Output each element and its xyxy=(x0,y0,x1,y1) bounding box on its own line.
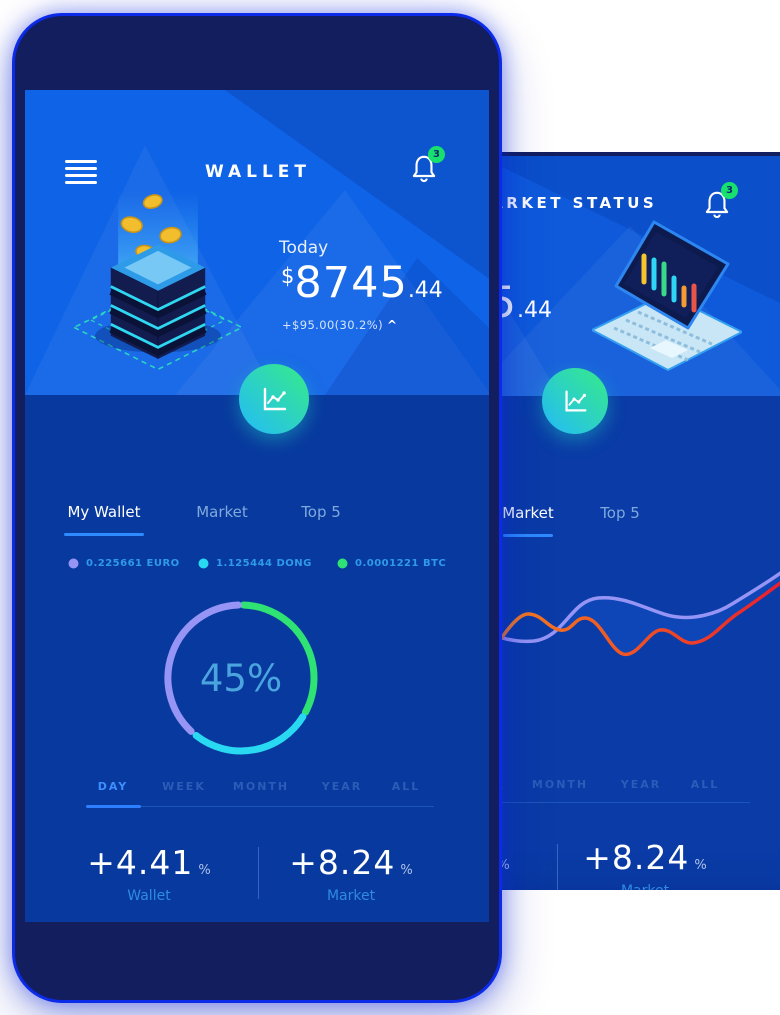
chart-action-button[interactable] xyxy=(239,364,309,434)
stat-wallet: +4.41% Wallet xyxy=(87,843,211,904)
chart-line-orange-red xyxy=(482,581,780,665)
currency-legend: 0.225661 EURO 1.125444 DONG 0.0001221 BT… xyxy=(25,558,489,572)
laptop-illustration xyxy=(592,220,742,371)
legend-item-euro: 0.225661 EURO xyxy=(68,558,180,569)
tab-market[interactable]: Market xyxy=(502,504,554,522)
stat-market: +8.24% Market xyxy=(289,843,413,904)
allocation-donut-chart: 45% xyxy=(161,598,321,758)
filter-month[interactable]: MONTH xyxy=(531,778,589,791)
today-label: Today xyxy=(279,238,329,258)
tab-top5[interactable]: Top 5 xyxy=(600,504,640,522)
tab-my-wallet[interactable]: My Wallet xyxy=(67,503,141,521)
legend-dot-purple xyxy=(68,558,79,569)
stat-value: +8.24 xyxy=(583,838,690,877)
page-title-market-status: MARKET STATUS xyxy=(472,194,658,212)
menu-button[interactable] xyxy=(65,160,97,186)
filter-week[interactable]: WEEK xyxy=(162,780,206,793)
amount-integer: 8745 xyxy=(294,258,408,308)
tab-top5[interactable]: Top 5 xyxy=(301,503,341,521)
tab-market[interactable]: Market xyxy=(196,503,248,521)
stats-divider xyxy=(557,844,558,890)
filter-month[interactable]: MONTH xyxy=(232,780,290,793)
stat-market: +8.24% Market xyxy=(583,838,707,890)
coin-tower-illustration xyxy=(72,191,244,371)
chevron-up-icon: ^ xyxy=(386,318,398,332)
front-hero-section: WALLET 3 xyxy=(25,90,489,395)
legend-dot-green xyxy=(337,558,348,569)
currency-symbol: $ xyxy=(281,264,295,288)
laptop-screen-bars xyxy=(641,253,697,313)
chart-action-button[interactable] xyxy=(542,368,608,434)
stat-value: +8.24 xyxy=(289,843,396,882)
legend-item-btc: 0.0001221 BTC xyxy=(337,558,446,569)
filter-baseline xyxy=(382,802,750,803)
filter-all[interactable]: ALL xyxy=(391,780,421,793)
donut-segment-purple xyxy=(164,601,242,735)
filter-day[interactable]: DAY xyxy=(97,780,129,793)
chart-area-mask xyxy=(484,583,780,701)
active-tab-underline xyxy=(64,533,144,536)
active-tab-underline xyxy=(503,534,553,537)
filter-baseline xyxy=(86,805,434,808)
legend-label: 1.125444 DONG xyxy=(216,558,312,569)
donut-segment-green xyxy=(240,601,318,716)
legend-dot-cyan xyxy=(198,558,209,569)
stats-divider xyxy=(258,847,259,899)
filter-year[interactable]: YEAR xyxy=(321,780,363,793)
stat-unit: % xyxy=(198,863,211,878)
donut-svg xyxy=(164,601,318,755)
legend-label: 0.0001221 BTC xyxy=(355,558,447,569)
stat-label: Market xyxy=(583,883,707,890)
legend-item-dong: 1.125444 DONG xyxy=(198,558,312,569)
filter-all[interactable]: ALL xyxy=(690,778,720,791)
amount-fraction: .44 xyxy=(517,298,552,323)
filter-year[interactable]: YEAR xyxy=(620,778,662,791)
market-line-chart xyxy=(478,571,780,701)
donut-segment-cyan xyxy=(192,713,307,755)
front-content-section: My Wallet Market Top 5 0.225661 EURO xyxy=(25,395,489,922)
notification-badge: 3 xyxy=(721,182,738,199)
front-tab-bar: My Wallet Market Top 5 xyxy=(25,503,489,536)
front-phone: WALLET 3 xyxy=(12,13,502,1003)
stat-unit: % xyxy=(694,858,707,873)
notification-bell-button[interactable]: 3 xyxy=(409,146,445,184)
stat-label: Market xyxy=(326,888,376,904)
page-title-wallet: WALLET xyxy=(204,162,312,182)
front-screen: WALLET 3 xyxy=(25,90,489,922)
active-filter-underline xyxy=(86,805,141,808)
balance-change[interactable]: +$95.00(30.2%) ^ xyxy=(282,318,397,332)
stat-label: Wallet xyxy=(127,888,171,904)
amount-fraction: .44 xyxy=(407,278,443,303)
change-text: +$95.00(30.2%) xyxy=(282,318,383,332)
stat-unit: % xyxy=(400,863,413,878)
balance-amount: $8745.44 xyxy=(281,258,443,308)
line-chart-icon xyxy=(263,387,287,411)
line-chart-icon xyxy=(565,390,587,412)
notification-badge: 3 xyxy=(428,146,445,163)
chart-line-purple xyxy=(478,571,780,644)
notification-bell-button[interactable]: 3 xyxy=(702,182,738,220)
stat-value: +4.41 xyxy=(87,843,194,882)
donut-center-label: 45% xyxy=(199,656,283,700)
legend-label: 0.225661 EURO xyxy=(86,558,180,569)
